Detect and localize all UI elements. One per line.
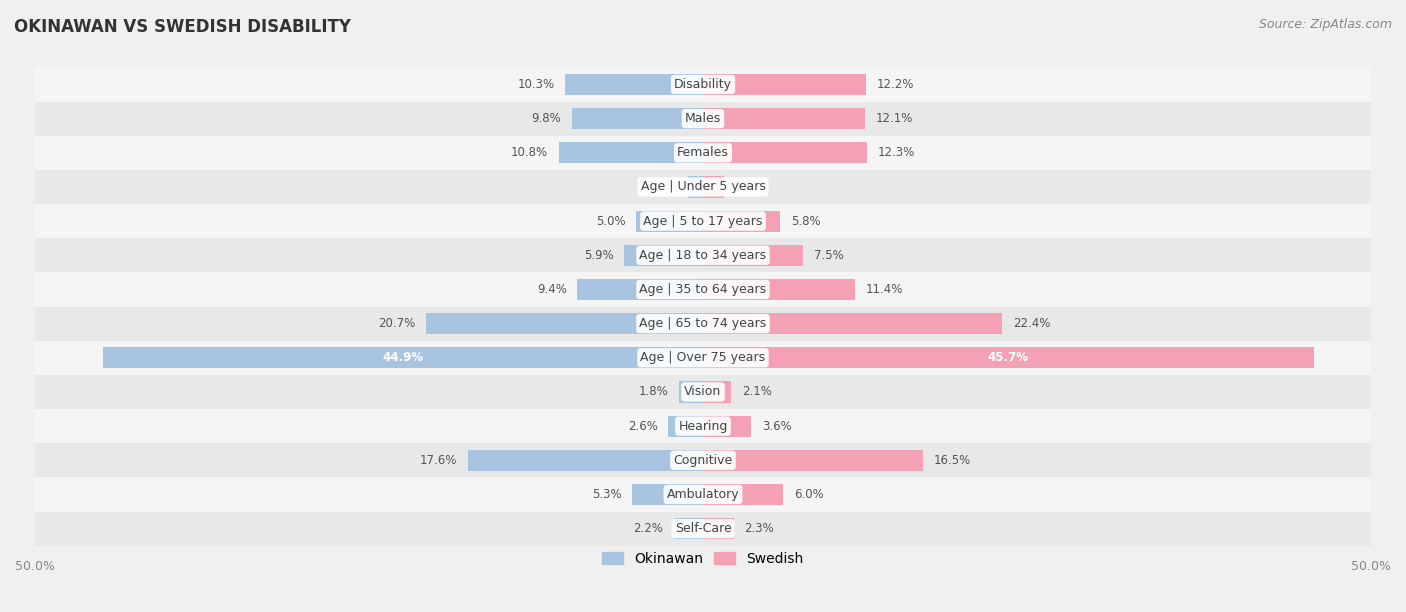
Bar bbox=[426, 313, 703, 334]
Bar bbox=[35, 375, 1371, 409]
Text: 3.6%: 3.6% bbox=[762, 420, 792, 433]
Text: Self-Care: Self-Care bbox=[675, 522, 731, 535]
Bar bbox=[673, 518, 703, 539]
Bar bbox=[633, 484, 703, 505]
Bar bbox=[35, 102, 1371, 136]
Bar bbox=[35, 170, 1371, 204]
Text: Age | 5 to 17 years: Age | 5 to 17 years bbox=[644, 215, 762, 228]
Text: Males: Males bbox=[685, 112, 721, 125]
Bar bbox=[703, 176, 724, 198]
Bar bbox=[703, 518, 734, 539]
Bar bbox=[35, 272, 1371, 307]
Text: 5.8%: 5.8% bbox=[792, 215, 821, 228]
Text: 17.6%: 17.6% bbox=[420, 453, 457, 467]
Text: Disability: Disability bbox=[673, 78, 733, 91]
Text: Ambulatory: Ambulatory bbox=[666, 488, 740, 501]
Bar bbox=[689, 176, 703, 198]
Text: 10.3%: 10.3% bbox=[517, 78, 555, 91]
Bar bbox=[703, 450, 924, 471]
Bar bbox=[578, 279, 703, 300]
Text: 6.0%: 6.0% bbox=[794, 488, 824, 501]
Bar bbox=[103, 347, 703, 368]
Text: Age | Over 75 years: Age | Over 75 years bbox=[641, 351, 765, 364]
Text: Vision: Vision bbox=[685, 386, 721, 398]
Text: 5.9%: 5.9% bbox=[583, 249, 613, 262]
Bar bbox=[35, 409, 1371, 443]
Text: 11.4%: 11.4% bbox=[866, 283, 904, 296]
Text: 2.1%: 2.1% bbox=[742, 386, 772, 398]
Text: Age | 35 to 64 years: Age | 35 to 64 years bbox=[640, 283, 766, 296]
Text: 22.4%: 22.4% bbox=[1012, 317, 1050, 330]
Text: 2.2%: 2.2% bbox=[633, 522, 662, 535]
Bar bbox=[572, 108, 703, 129]
Text: 5.3%: 5.3% bbox=[592, 488, 621, 501]
Bar bbox=[636, 211, 703, 232]
Bar bbox=[565, 74, 703, 95]
Bar bbox=[624, 245, 703, 266]
Text: OKINAWAN VS SWEDISH DISABILITY: OKINAWAN VS SWEDISH DISABILITY bbox=[14, 18, 352, 36]
Text: 45.7%: 45.7% bbox=[988, 351, 1029, 364]
Bar bbox=[703, 484, 783, 505]
Bar bbox=[35, 443, 1371, 477]
Text: 1.8%: 1.8% bbox=[638, 386, 668, 398]
Bar bbox=[703, 416, 751, 437]
Bar bbox=[35, 67, 1371, 102]
Bar bbox=[703, 347, 1313, 368]
Text: Age | 65 to 74 years: Age | 65 to 74 years bbox=[640, 317, 766, 330]
Bar bbox=[703, 108, 865, 129]
Text: Hearing: Hearing bbox=[678, 420, 728, 433]
Bar bbox=[703, 74, 866, 95]
Text: 10.8%: 10.8% bbox=[510, 146, 548, 159]
Bar bbox=[703, 245, 803, 266]
Text: 2.3%: 2.3% bbox=[744, 522, 775, 535]
Text: 16.5%: 16.5% bbox=[934, 453, 972, 467]
Text: 9.4%: 9.4% bbox=[537, 283, 567, 296]
Bar bbox=[35, 136, 1371, 170]
Legend: Okinawan, Swedish: Okinawan, Swedish bbox=[596, 546, 810, 571]
Text: Females: Females bbox=[678, 146, 728, 159]
Text: Age | 18 to 34 years: Age | 18 to 34 years bbox=[640, 249, 766, 262]
Text: 12.1%: 12.1% bbox=[876, 112, 912, 125]
Text: 9.8%: 9.8% bbox=[531, 112, 561, 125]
Bar bbox=[703, 279, 855, 300]
Bar bbox=[703, 211, 780, 232]
Bar bbox=[703, 313, 1002, 334]
Bar bbox=[703, 381, 731, 403]
Bar bbox=[468, 450, 703, 471]
Text: 20.7%: 20.7% bbox=[378, 317, 416, 330]
Text: Cognitive: Cognitive bbox=[673, 453, 733, 467]
Bar bbox=[35, 512, 1371, 546]
Bar bbox=[35, 238, 1371, 272]
Text: 7.5%: 7.5% bbox=[814, 249, 844, 262]
Bar bbox=[668, 416, 703, 437]
Text: 12.3%: 12.3% bbox=[877, 146, 915, 159]
Bar bbox=[35, 204, 1371, 238]
Text: 1.1%: 1.1% bbox=[648, 181, 678, 193]
Text: 5.0%: 5.0% bbox=[596, 215, 626, 228]
Bar bbox=[558, 142, 703, 163]
Bar bbox=[35, 477, 1371, 512]
Text: 1.6%: 1.6% bbox=[735, 181, 765, 193]
Bar bbox=[35, 307, 1371, 341]
Bar bbox=[703, 142, 868, 163]
Bar bbox=[679, 381, 703, 403]
Text: Source: ZipAtlas.com: Source: ZipAtlas.com bbox=[1258, 18, 1392, 31]
Text: 2.6%: 2.6% bbox=[627, 420, 658, 433]
Text: Age | Under 5 years: Age | Under 5 years bbox=[641, 181, 765, 193]
Text: 44.9%: 44.9% bbox=[382, 351, 423, 364]
Bar bbox=[35, 341, 1371, 375]
Text: 12.2%: 12.2% bbox=[877, 78, 914, 91]
